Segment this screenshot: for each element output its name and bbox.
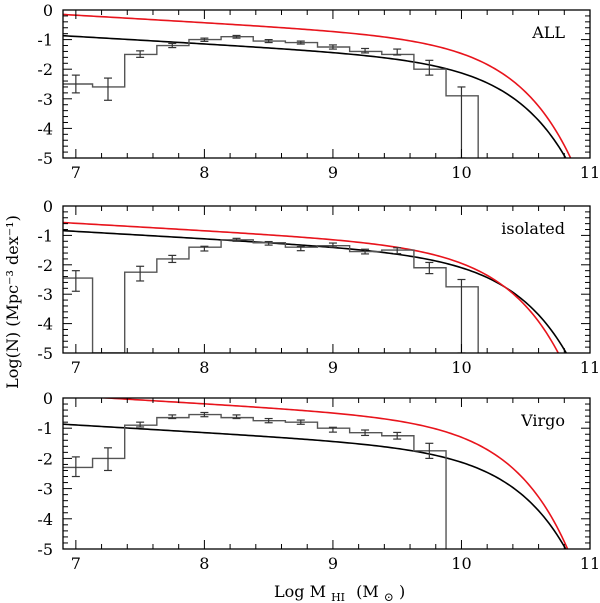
y-tick-label: 0 — [43, 389, 53, 408]
x-tick-label: 8 — [199, 554, 209, 573]
x-axis-title-main: Log M — [274, 582, 326, 601]
y-tick-label: -5 — [37, 149, 53, 168]
histogram — [63, 35, 479, 158]
error-bar — [264, 417, 273, 424]
schechter-fit-black — [63, 229, 568, 353]
x-axis-title: Log M HI (M ⊙ ) — [274, 582, 405, 603]
error-bar — [361, 248, 370, 255]
plot-area — [63, 221, 568, 353]
x-tick-label: 11 — [580, 554, 600, 573]
x-tick-label: 7 — [71, 358, 81, 377]
y-tick-label: -5 — [37, 540, 53, 559]
x-tick-label: 8 — [199, 163, 209, 182]
error-bar — [232, 414, 241, 420]
error-bar — [457, 86, 466, 158]
error-bar — [71, 74, 80, 94]
x-tick-label: 9 — [328, 358, 338, 377]
error-bar — [328, 242, 337, 248]
error-bar — [136, 265, 145, 282]
plot-area — [63, 13, 572, 158]
x-tick-label: 8 — [199, 358, 209, 377]
x-tick-label: 10 — [451, 554, 471, 573]
y-axis-title: Log(N) (Mpc⁻³ dex⁻¹) — [3, 215, 22, 389]
plot-area — [63, 398, 569, 549]
x-tick-label: 9 — [328, 163, 338, 182]
y-tick-label: -1 — [37, 31, 53, 50]
y-tick-label: -1 — [37, 226, 53, 245]
plot-frame — [62, 397, 591, 550]
panel-label: ALL — [531, 23, 565, 42]
error-bar — [457, 278, 466, 353]
error-bar — [425, 261, 434, 275]
y-tick-label: -2 — [37, 60, 53, 79]
error-bar — [361, 429, 370, 437]
x-axis-title-sun-symbol: ⊙ — [384, 590, 394, 603]
plot-frame — [62, 9, 591, 159]
panel-label: isolated — [501, 219, 565, 238]
x-tick-label: 11 — [580, 163, 600, 182]
y-tick-label: -2 — [37, 449, 53, 468]
error-bar — [200, 411, 209, 418]
error-bar — [168, 42, 177, 49]
schechter-fit-red — [63, 221, 560, 353]
error-bar — [71, 456, 80, 478]
error-bar — [136, 421, 145, 428]
error-bar — [232, 34, 241, 39]
panel-all: 7 8 9 10 11 0 -1 -2 -3 -4 -5 ALL — [37, 1, 600, 182]
panel-isolated: 7 8 9 10 11 0 -1 -2 -3 -4 -5 isolated — [37, 197, 600, 377]
y-tick-label: 0 — [43, 1, 53, 20]
error-bar — [296, 245, 305, 252]
error-bar — [232, 237, 241, 242]
error-bar — [136, 50, 145, 58]
y-tick-label: -5 — [37, 344, 53, 363]
error-bar — [296, 419, 305, 425]
error-bar — [264, 38, 273, 44]
y-tick-label: -4 — [37, 119, 53, 138]
x-tick-label: 10 — [451, 358, 471, 377]
y-tick-label: -2 — [37, 256, 53, 275]
panel-virgo: 7 8 9 10 11 0 -1 -2 -3 -4 -5 Virgo — [37, 389, 600, 573]
error-bar — [71, 270, 80, 292]
y-tick-label: -1 — [37, 419, 53, 438]
x-tick-label: 7 — [71, 554, 81, 573]
y-tick-label: -3 — [37, 90, 53, 109]
schechter-fit-red — [93, 398, 569, 549]
error-bar — [393, 431, 402, 440]
y-tick-label: -3 — [37, 480, 53, 499]
x-tick-label: 7 — [71, 163, 81, 182]
error-bar — [393, 247, 402, 255]
error-bar — [264, 240, 273, 246]
error-bar — [425, 59, 434, 76]
y-tick-label: 0 — [43, 197, 53, 216]
error-bar — [296, 40, 305, 45]
panel-label: Virgo — [520, 411, 565, 430]
error-bar — [393, 48, 402, 56]
schechter-fit-black — [63, 34, 567, 158]
y-tick-label: -3 — [37, 285, 53, 304]
x-tick-label: 10 — [451, 163, 471, 182]
y-tick-label: -4 — [37, 510, 53, 529]
x-axis-title-unit-open: (M — [356, 582, 379, 601]
error-bar — [328, 426, 337, 433]
error-bar — [103, 77, 112, 101]
error-bar — [168, 254, 177, 264]
error-bar — [168, 414, 177, 420]
histogram — [63, 413, 447, 549]
schechter-fit-black — [63, 423, 567, 549]
error-bar — [103, 447, 112, 472]
x-tick-label: 11 — [580, 358, 600, 377]
error-bar — [425, 442, 434, 459]
error-bar — [200, 245, 209, 252]
x-axis-title-unit-close: ) — [399, 582, 405, 601]
histogram — [63, 239, 479, 353]
schechter-fit-red — [63, 13, 572, 158]
error-bar — [200, 37, 209, 42]
plot-frame — [62, 205, 591, 354]
x-tick-label: 9 — [328, 554, 338, 573]
error-bar — [361, 47, 370, 54]
error-bar — [328, 44, 337, 50]
x-axis-title-sub: HI — [331, 591, 345, 603]
y-tick-label: -4 — [37, 315, 53, 334]
